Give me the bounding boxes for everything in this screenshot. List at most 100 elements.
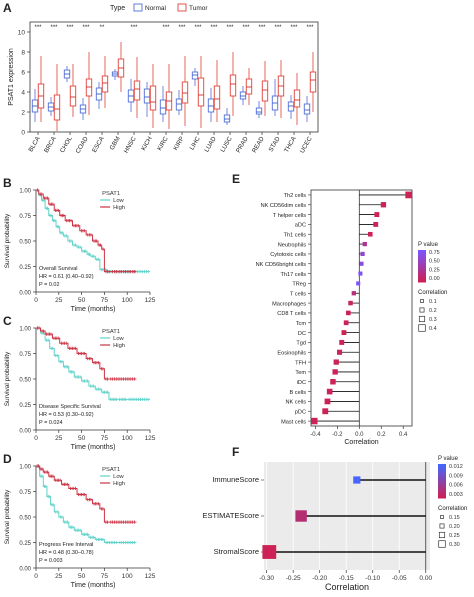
category-label: Cytotoxic cells [270, 252, 306, 258]
x-tick-label: THCA [283, 135, 298, 154]
plot-background [310, 189, 413, 427]
x-tick-label: KIRC [156, 135, 170, 152]
lollipop-point-b-cells [326, 388, 333, 395]
x-tick-label: 125 [145, 297, 156, 304]
lollipop-point-idc [330, 379, 336, 385]
legend-pvalue-tick: 0.00 [429, 276, 440, 282]
significance-label: *** [162, 25, 170, 31]
y-tick-label: 8 [21, 50, 25, 57]
category-label: ESTIMATEScore [202, 511, 259, 520]
significance-label: *** [194, 25, 202, 31]
legend-size-label: 0.25 [449, 533, 460, 539]
panel-letter-e: E [232, 172, 240, 186]
box-tumor-thca [293, 89, 301, 108]
category-label: Eosinophils [277, 350, 306, 356]
x-tick-label: BLCA [27, 135, 42, 153]
panel-b-km-overall: 0.00 0.25 0.50 0.75 1.00 0 25 50 75 100 125 Time (m… [4, 188, 156, 313]
legend-gradient-step [438, 482, 446, 485]
plot-frame [29, 21, 319, 133]
legend-size-label: 0.20 [449, 524, 460, 530]
annotation-text: Disease Specific Survival [39, 404, 101, 410]
legend-gradient-step [438, 487, 446, 490]
x-axis-label: Correlation [325, 582, 369, 592]
legend-title: Type [110, 5, 125, 12]
x-tick-label: STAD [268, 135, 282, 153]
y-tick-label: 0.50 [19, 377, 31, 383]
category-label: ImmuneScore [212, 475, 259, 484]
significance-label: *** [34, 25, 42, 31]
legend-gradient-step [438, 470, 446, 473]
significance-label: *** [50, 25, 58, 31]
category-label: Tcm [296, 321, 307, 327]
panel-letter-a: A [3, 1, 12, 15]
legend-gradient-step [438, 496, 446, 499]
legend-gradient-step [418, 258, 426, 261]
legend-size-title: Correlation [438, 506, 467, 512]
category-label: iDC [297, 380, 306, 386]
lollipop-point-pdc [322, 408, 329, 415]
category-label: Mast cells [281, 419, 306, 425]
x-tick-label: KICH [140, 135, 154, 152]
legend-title: PSAT1 [102, 329, 120, 335]
x-tick-label: 0 [34, 297, 38, 304]
box-tumor-lusc [229, 74, 237, 97]
y-axis-label: Survival probability [4, 351, 11, 406]
y-tick-label: 1.00 [19, 464, 31, 470]
box-normal-kirc [159, 99, 167, 115]
x-tick-label: GBM [108, 136, 121, 152]
legend-gradient-step [438, 486, 446, 489]
legend-gradient-step [418, 264, 426, 267]
category-label: Neutrophils [278, 242, 306, 248]
lollipop-point-tem [332, 369, 338, 375]
legend-gradient-step [418, 277, 426, 280]
category-label: Macrophages [272, 301, 306, 307]
panel-a-boxplot: 0 2 4 6 8 10 PSAT1 expression Type Normal Tumor BL… [8, 3, 319, 155]
annotation-text: P = 0.003 [39, 558, 63, 564]
y-tick-label: 0.50 [19, 515, 31, 521]
annotation-text: Overall Survival [39, 266, 78, 272]
legend-size-key [440, 515, 444, 519]
panel-d-km-progress: 0.00 0.25 0.50 0.75 1.00 0 25 50 75 100 125 Time (m… [4, 464, 156, 589]
legend-pvalue-tick: 0.006 [449, 483, 463, 489]
x-tick-label: CHOL [59, 135, 74, 154]
legend-label-low: Low [113, 198, 124, 204]
y-tick-label: 6 [21, 70, 25, 77]
km-curve-low [36, 327, 150, 400]
legend-gradient-step [418, 262, 426, 265]
lollipop-point-th17-cells [358, 271, 363, 276]
significance-label: ** [100, 25, 105, 31]
category-label: Th1 cells [284, 232, 307, 238]
legend-size-key [420, 299, 424, 303]
x-tick-label: 125 [145, 435, 156, 442]
legend-gradient-step [418, 272, 426, 275]
legend-label-high: High [113, 481, 125, 487]
category-label: Th2 cells [284, 193, 307, 199]
x-tick-label: -0.4 [310, 432, 321, 438]
lollipop-point-tfh [333, 359, 339, 365]
legend-gradient-step [438, 472, 446, 475]
x-tick-label: 50 [78, 297, 86, 304]
x-tick-label: BRCA [43, 135, 58, 154]
legend-gradient-step [438, 477, 446, 480]
legend-pvalue-title: P value [418, 242, 439, 248]
category-label: TFH [295, 360, 306, 366]
y-tick-label: 0.75 [19, 352, 31, 358]
legend-size-label: 0.30 [449, 542, 460, 548]
legend-size-label: 0.4 [429, 326, 437, 332]
panel-letter-b: B [3, 176, 12, 190]
x-tick-label: 125 [145, 573, 156, 580]
x-axis-label: Time (months) [71, 306, 116, 313]
y-tick-label: 1.00 [19, 188, 31, 194]
box-tumor-esca [101, 75, 109, 93]
legend-gradient-step [438, 484, 446, 487]
lollipop-point-nk-cd56bright-cells [359, 261, 364, 266]
legend-size-key [419, 307, 425, 313]
legend-gradient-step [438, 467, 446, 470]
legend-gradient-step [418, 267, 426, 270]
y-tick-label: 0.75 [19, 214, 31, 220]
category-label: NK CD56bright cells [256, 262, 307, 268]
category-label: TReg [292, 282, 306, 288]
significance-label: *** [82, 25, 90, 31]
x-tick-label: 100 [122, 435, 133, 442]
